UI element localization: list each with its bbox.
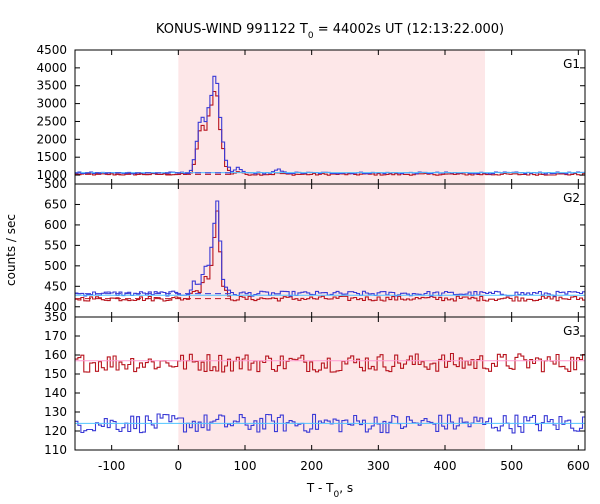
g1-y-tick-label: 1500 (36, 150, 67, 164)
g1-hard-series (75, 90, 585, 176)
g2-top-tick-label: 500 (44, 177, 67, 191)
x-tick-label: 0 (175, 459, 183, 473)
g1-y-tick-label: 2500 (36, 114, 67, 128)
g3-y-tick-label: 120 (44, 424, 67, 438)
g2-y-tick-label: 550 (44, 238, 67, 252)
x-axis-label: T - T0, s (306, 481, 353, 500)
g2-y-tick-label: 400 (44, 300, 67, 314)
g3-y-tick-label: 150 (44, 367, 67, 381)
x-tick-label: 100 (234, 459, 257, 473)
x-tick-label: 600 (567, 459, 590, 473)
plot-layer: 10001500200025003000350040004500G1400450… (36, 43, 589, 473)
g2-y-tick-label: 500 (44, 259, 67, 273)
g2-y-tick-label: 450 (44, 279, 67, 293)
x-tick-label: -100 (98, 459, 125, 473)
g2-y-tick-label: 650 (44, 197, 67, 211)
g2-panel-label: G2 (563, 191, 580, 205)
g1-y-tick-label: 1000 (36, 168, 67, 182)
g3-frame (74, 316, 586, 451)
g1-y-tick-label: 3000 (36, 97, 67, 111)
x-tick-label: 500 (500, 459, 523, 473)
g1-y-tick-label: 4500 (36, 43, 67, 57)
g3-y-tick-label: 130 (44, 405, 67, 419)
g3-y-tick-label: 170 (44, 329, 67, 343)
x-tick-label: 200 (300, 459, 323, 473)
chart-title: KONUS-WIND 991122 T0 = 44002s UT (12:13:… (156, 22, 504, 41)
g2-sum-series (75, 200, 585, 297)
g1-y-tick-label: 4000 (36, 61, 67, 75)
g3-y-tick-label: 140 (44, 386, 67, 400)
g3-y-tick-label: 110 (44, 443, 67, 457)
g3-panel-label: G3 (563, 324, 580, 338)
y-axis-label: counts / sec (4, 214, 18, 286)
g3-top-tick-label: 350 (44, 310, 67, 324)
g1-panel-label: G1 (563, 57, 580, 71)
g1-y-tick-label: 2000 (36, 132, 67, 146)
g3-hard-series (75, 352, 585, 373)
highlight-interval (178, 50, 486, 450)
g3-y-tick-label: 160 (44, 348, 67, 362)
g2-y-tick-label: 600 (44, 218, 67, 232)
x-tick-label: 300 (367, 459, 390, 473)
g1-y-tick-label: 3500 (36, 79, 67, 93)
x-tick-label: 400 (434, 459, 457, 473)
